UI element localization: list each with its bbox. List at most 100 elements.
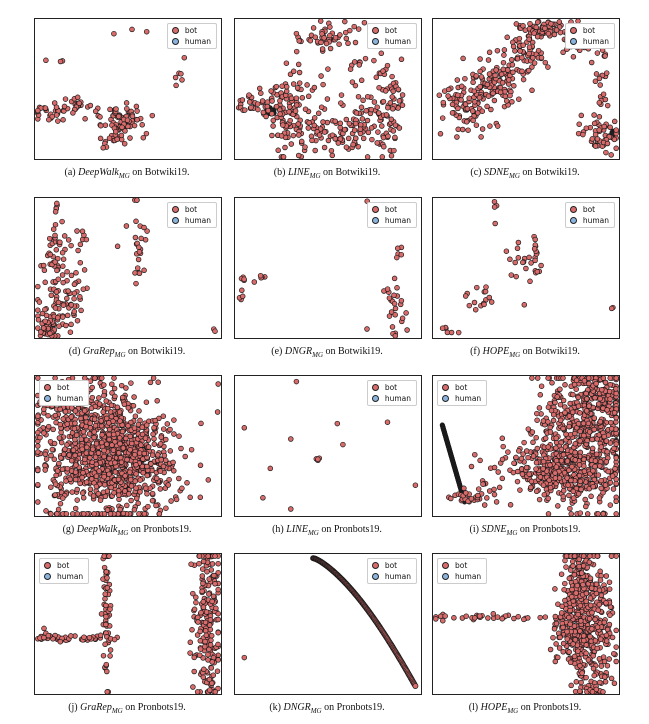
bot-point xyxy=(68,633,74,639)
bot-point xyxy=(60,495,66,501)
bot-point xyxy=(364,326,370,332)
bot-point xyxy=(74,228,80,234)
bot-point xyxy=(78,307,84,314)
bot-point xyxy=(280,154,287,159)
bot-point xyxy=(499,615,505,622)
bot-point xyxy=(35,481,41,488)
bot-point xyxy=(64,295,70,302)
bot-point xyxy=(196,554,203,559)
bot-point xyxy=(557,417,564,424)
bot-point xyxy=(277,111,283,117)
bot-point xyxy=(116,409,123,415)
bot-point xyxy=(392,333,399,338)
bot-point xyxy=(604,140,611,147)
bot-point xyxy=(384,62,391,69)
bot-point xyxy=(74,94,81,101)
bot-point xyxy=(379,154,386,159)
bot-point xyxy=(471,99,478,105)
bot-point xyxy=(140,470,146,476)
bot-point xyxy=(557,386,563,393)
bot-point xyxy=(595,511,601,516)
bot-point xyxy=(500,443,506,450)
bot-point xyxy=(290,132,297,139)
bot-point xyxy=(212,328,218,334)
bot-point xyxy=(144,422,150,428)
bot-point xyxy=(171,468,177,474)
bot-point xyxy=(50,426,56,433)
subfigure-b: bot human (b) LINEMG on Botwiki19. xyxy=(234,18,422,188)
bot-point xyxy=(101,453,107,460)
bot-point xyxy=(596,75,603,82)
bot-point xyxy=(111,376,117,381)
bot-point xyxy=(187,639,194,646)
caption-dataset: on Pronbots19. xyxy=(125,702,186,713)
bot-point xyxy=(607,124,613,131)
bot-point xyxy=(60,302,67,308)
caption-label: (f) xyxy=(470,346,481,357)
bot-point xyxy=(310,25,317,31)
bot-point xyxy=(545,511,552,516)
bot-point xyxy=(487,123,493,129)
bot-point xyxy=(127,447,133,453)
bot-point xyxy=(606,656,612,662)
bot-point xyxy=(72,469,79,475)
bot-point xyxy=(64,268,70,275)
legend-item-bot: bot xyxy=(44,382,83,393)
bot-point xyxy=(215,657,221,663)
scatter-canvas-e xyxy=(236,198,410,338)
bot-point xyxy=(56,460,62,467)
legend-label-bot: bot xyxy=(582,205,596,214)
bot-point xyxy=(99,432,105,438)
bot-point xyxy=(361,19,368,26)
bot-point xyxy=(560,487,567,494)
caption-dataset: on Botwiki19. xyxy=(323,167,381,178)
bot-point xyxy=(380,98,387,105)
bot-point xyxy=(148,461,154,467)
bot-point xyxy=(592,78,599,85)
bot-point xyxy=(607,502,614,508)
bot-point xyxy=(590,653,596,659)
bot-point xyxy=(119,394,126,401)
bot-point xyxy=(65,288,71,294)
bot-point xyxy=(215,641,221,648)
bot-point xyxy=(564,458,571,464)
legend-label-human: human xyxy=(384,37,411,46)
bot-point xyxy=(388,116,395,123)
bot-point xyxy=(386,295,393,301)
bot-point xyxy=(576,556,582,563)
bot-point xyxy=(534,19,541,25)
bot-point xyxy=(315,456,321,462)
bot-point xyxy=(311,122,318,129)
bot-point xyxy=(575,394,581,401)
bot-point xyxy=(144,491,150,497)
bot-point xyxy=(507,92,513,99)
bot-point xyxy=(83,479,90,485)
bot-point xyxy=(530,453,537,459)
bot-point xyxy=(541,491,548,498)
bot-point xyxy=(577,628,583,634)
bot-point xyxy=(608,152,614,158)
bot-point xyxy=(35,307,41,313)
bot-point xyxy=(574,582,580,589)
bot-point xyxy=(380,134,387,141)
legend-marker-human xyxy=(371,573,379,580)
bot-point xyxy=(368,106,375,113)
bot-point xyxy=(116,450,122,456)
bot-point xyxy=(557,401,564,408)
bot-point xyxy=(48,484,54,490)
bot-point xyxy=(534,269,541,275)
bot-point xyxy=(595,607,601,613)
bot-point xyxy=(117,506,123,513)
bot-point xyxy=(91,434,97,441)
bot-point xyxy=(359,116,366,122)
bot-point xyxy=(79,490,86,496)
legend-label-human: human xyxy=(582,37,609,46)
bot-point xyxy=(52,412,59,419)
bot-point xyxy=(562,580,568,587)
bot-point xyxy=(209,598,215,605)
bot-point xyxy=(534,445,541,452)
bot-point xyxy=(395,86,402,93)
bot-point xyxy=(108,402,115,409)
bot-point xyxy=(260,495,266,501)
subfigure-h: bot human (h) LINEMG on Pronbots19. xyxy=(234,375,422,545)
